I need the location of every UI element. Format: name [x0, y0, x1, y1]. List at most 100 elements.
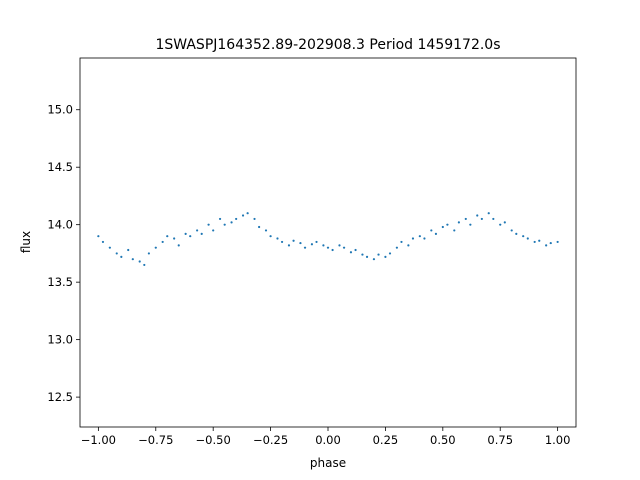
data-point: [264, 229, 268, 232]
chart-title: 1SWASPJ164352.89-202908.3 Period 1459172…: [155, 37, 500, 53]
data-point: [196, 229, 199, 232]
data-point: [411, 237, 415, 240]
data-point: [372, 258, 376, 261]
data-point: [131, 258, 134, 261]
data-point: [533, 240, 536, 244]
data-point: [423, 237, 426, 240]
data-point: [349, 251, 353, 254]
data-point: [430, 229, 433, 232]
data-point: [241, 214, 245, 217]
data-point: [492, 217, 495, 221]
data-point: [338, 244, 341, 247]
data-point: [434, 232, 438, 235]
data-point: [299, 241, 302, 245]
data-point: [457, 221, 460, 224]
data-point: [184, 232, 187, 235]
data-point: [200, 232, 203, 235]
data-point: [395, 246, 398, 249]
data-point: [510, 229, 513, 232]
data-point: [147, 252, 150, 255]
y-tick-label: 13.0: [47, 333, 73, 347]
data-point: [545, 244, 548, 247]
data-point: [526, 237, 529, 240]
data-point: [331, 248, 334, 252]
data-point: [97, 235, 100, 238]
data-point: [115, 252, 118, 255]
x-axis-ticks: −1.00 −0.75 −0.50 −0.25 0.00 0.25 0.50 0.75 1.00: [81, 427, 571, 447]
data-point: [469, 223, 472, 226]
data-point: [407, 244, 410, 247]
data-point: [503, 221, 506, 224]
x-tick-label: −0.50: [196, 433, 231, 447]
data-point: [253, 217, 256, 221]
y-tick-label: 13.5: [47, 275, 73, 289]
y-axis-ticks: 12.5 13.0 13.5 14.0 14.5 15.0: [47, 103, 80, 404]
y-tick-label: 15.0: [47, 103, 73, 117]
data-point: [538, 239, 541, 242]
data-point: [377, 253, 380, 256]
data-point: [276, 237, 279, 240]
scatter-points: [97, 212, 559, 267]
data-point: [161, 240, 164, 244]
data-point: [177, 244, 180, 247]
data-point: [515, 232, 518, 235]
data-point: [326, 246, 330, 249]
data-point: [480, 217, 483, 221]
data-point: [384, 255, 387, 258]
x-tick-label: −0.75: [138, 433, 173, 447]
x-axis-label: phase: [310, 456, 346, 470]
data-point: [246, 212, 249, 215]
data-point: [556, 240, 559, 244]
data-point: [166, 235, 169, 238]
data-point: [154, 246, 157, 249]
data-point: [388, 252, 392, 255]
x-tick-label: 0.00: [315, 433, 341, 447]
data-point: [189, 235, 192, 238]
data-point: [223, 223, 226, 226]
data-point: [315, 240, 318, 244]
data-point: [365, 255, 369, 258]
x-tick-label: 0.75: [487, 433, 513, 447]
data-point: [287, 244, 291, 247]
plot-area-frame: [79, 57, 577, 428]
data-point: [322, 244, 325, 247]
data-point: [487, 212, 490, 215]
data-point: [418, 235, 421, 238]
data-point: [127, 248, 130, 252]
data-point: [280, 240, 284, 244]
data-point: [441, 225, 444, 229]
y-tick-label: 14.5: [47, 160, 73, 174]
x-tick-label: 0.50: [430, 433, 456, 447]
data-point: [522, 235, 525, 238]
data-point: [269, 235, 272, 238]
y-tick-label: 14.0: [47, 218, 73, 232]
x-tick-label: 1.00: [545, 433, 571, 447]
y-tick-label: 12.5: [47, 390, 73, 404]
data-point: [354, 248, 357, 252]
x-tick-label: −0.25: [253, 433, 288, 447]
data-point: [230, 221, 233, 224]
data-point: [207, 223, 210, 226]
data-point: [310, 243, 314, 246]
x-tick-label: 0.25: [373, 433, 399, 447]
data-point: [342, 246, 346, 249]
data-point: [361, 253, 364, 256]
data-point: [499, 223, 502, 226]
data-point: [258, 225, 261, 229]
data-point: [235, 217, 238, 221]
data-point: [476, 214, 479, 217]
data-point: [400, 240, 403, 244]
data-point: [108, 246, 111, 249]
x-tick-label: −1.00: [81, 433, 116, 447]
data-point: [212, 229, 215, 232]
data-point: [446, 223, 449, 226]
data-point: [453, 229, 456, 232]
data-point: [218, 217, 222, 221]
data-point: [143, 263, 146, 267]
data-point: [292, 239, 295, 242]
data-point: [101, 240, 105, 244]
data-point: [138, 260, 141, 263]
data-point: [464, 217, 467, 221]
